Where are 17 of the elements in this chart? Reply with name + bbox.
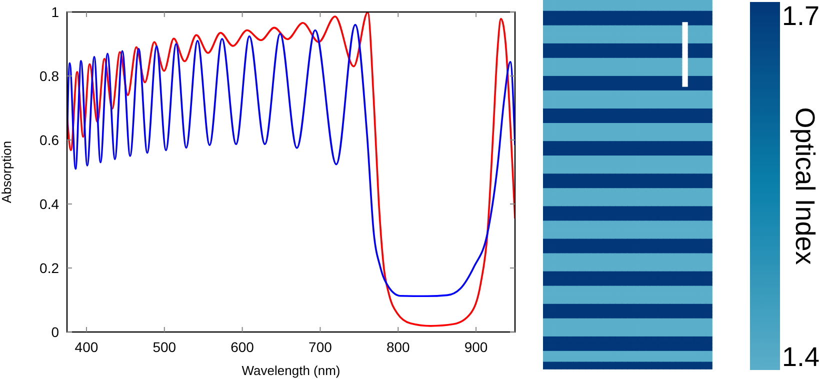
color-bar-label: 1.7	[782, 1, 820, 31]
x-tick-label: 600	[230, 339, 254, 355]
x-tick-label: 800	[386, 339, 410, 355]
y-tick-label: 0.8	[40, 68, 60, 84]
y-axis-title: Absorption	[0, 140, 14, 204]
y-tick-label: 0.6	[40, 132, 60, 148]
x-tick-label: 500	[152, 339, 176, 355]
y-tick-label: 1	[51, 4, 60, 20]
color-bar-label: 1.4	[782, 342, 820, 372]
x-tick-label: 900	[464, 339, 488, 355]
y-tick-label: 0	[51, 324, 60, 340]
x-tick-label: 400	[74, 339, 98, 355]
y-tick-label: 0.2	[40, 260, 60, 276]
x-axis-title: Wavelength (nm)	[242, 363, 340, 378]
x-tick-label: 700	[308, 339, 332, 355]
color-bar-title: Optical Index	[790, 107, 820, 266]
y-tick-label: 0.4	[40, 196, 60, 212]
